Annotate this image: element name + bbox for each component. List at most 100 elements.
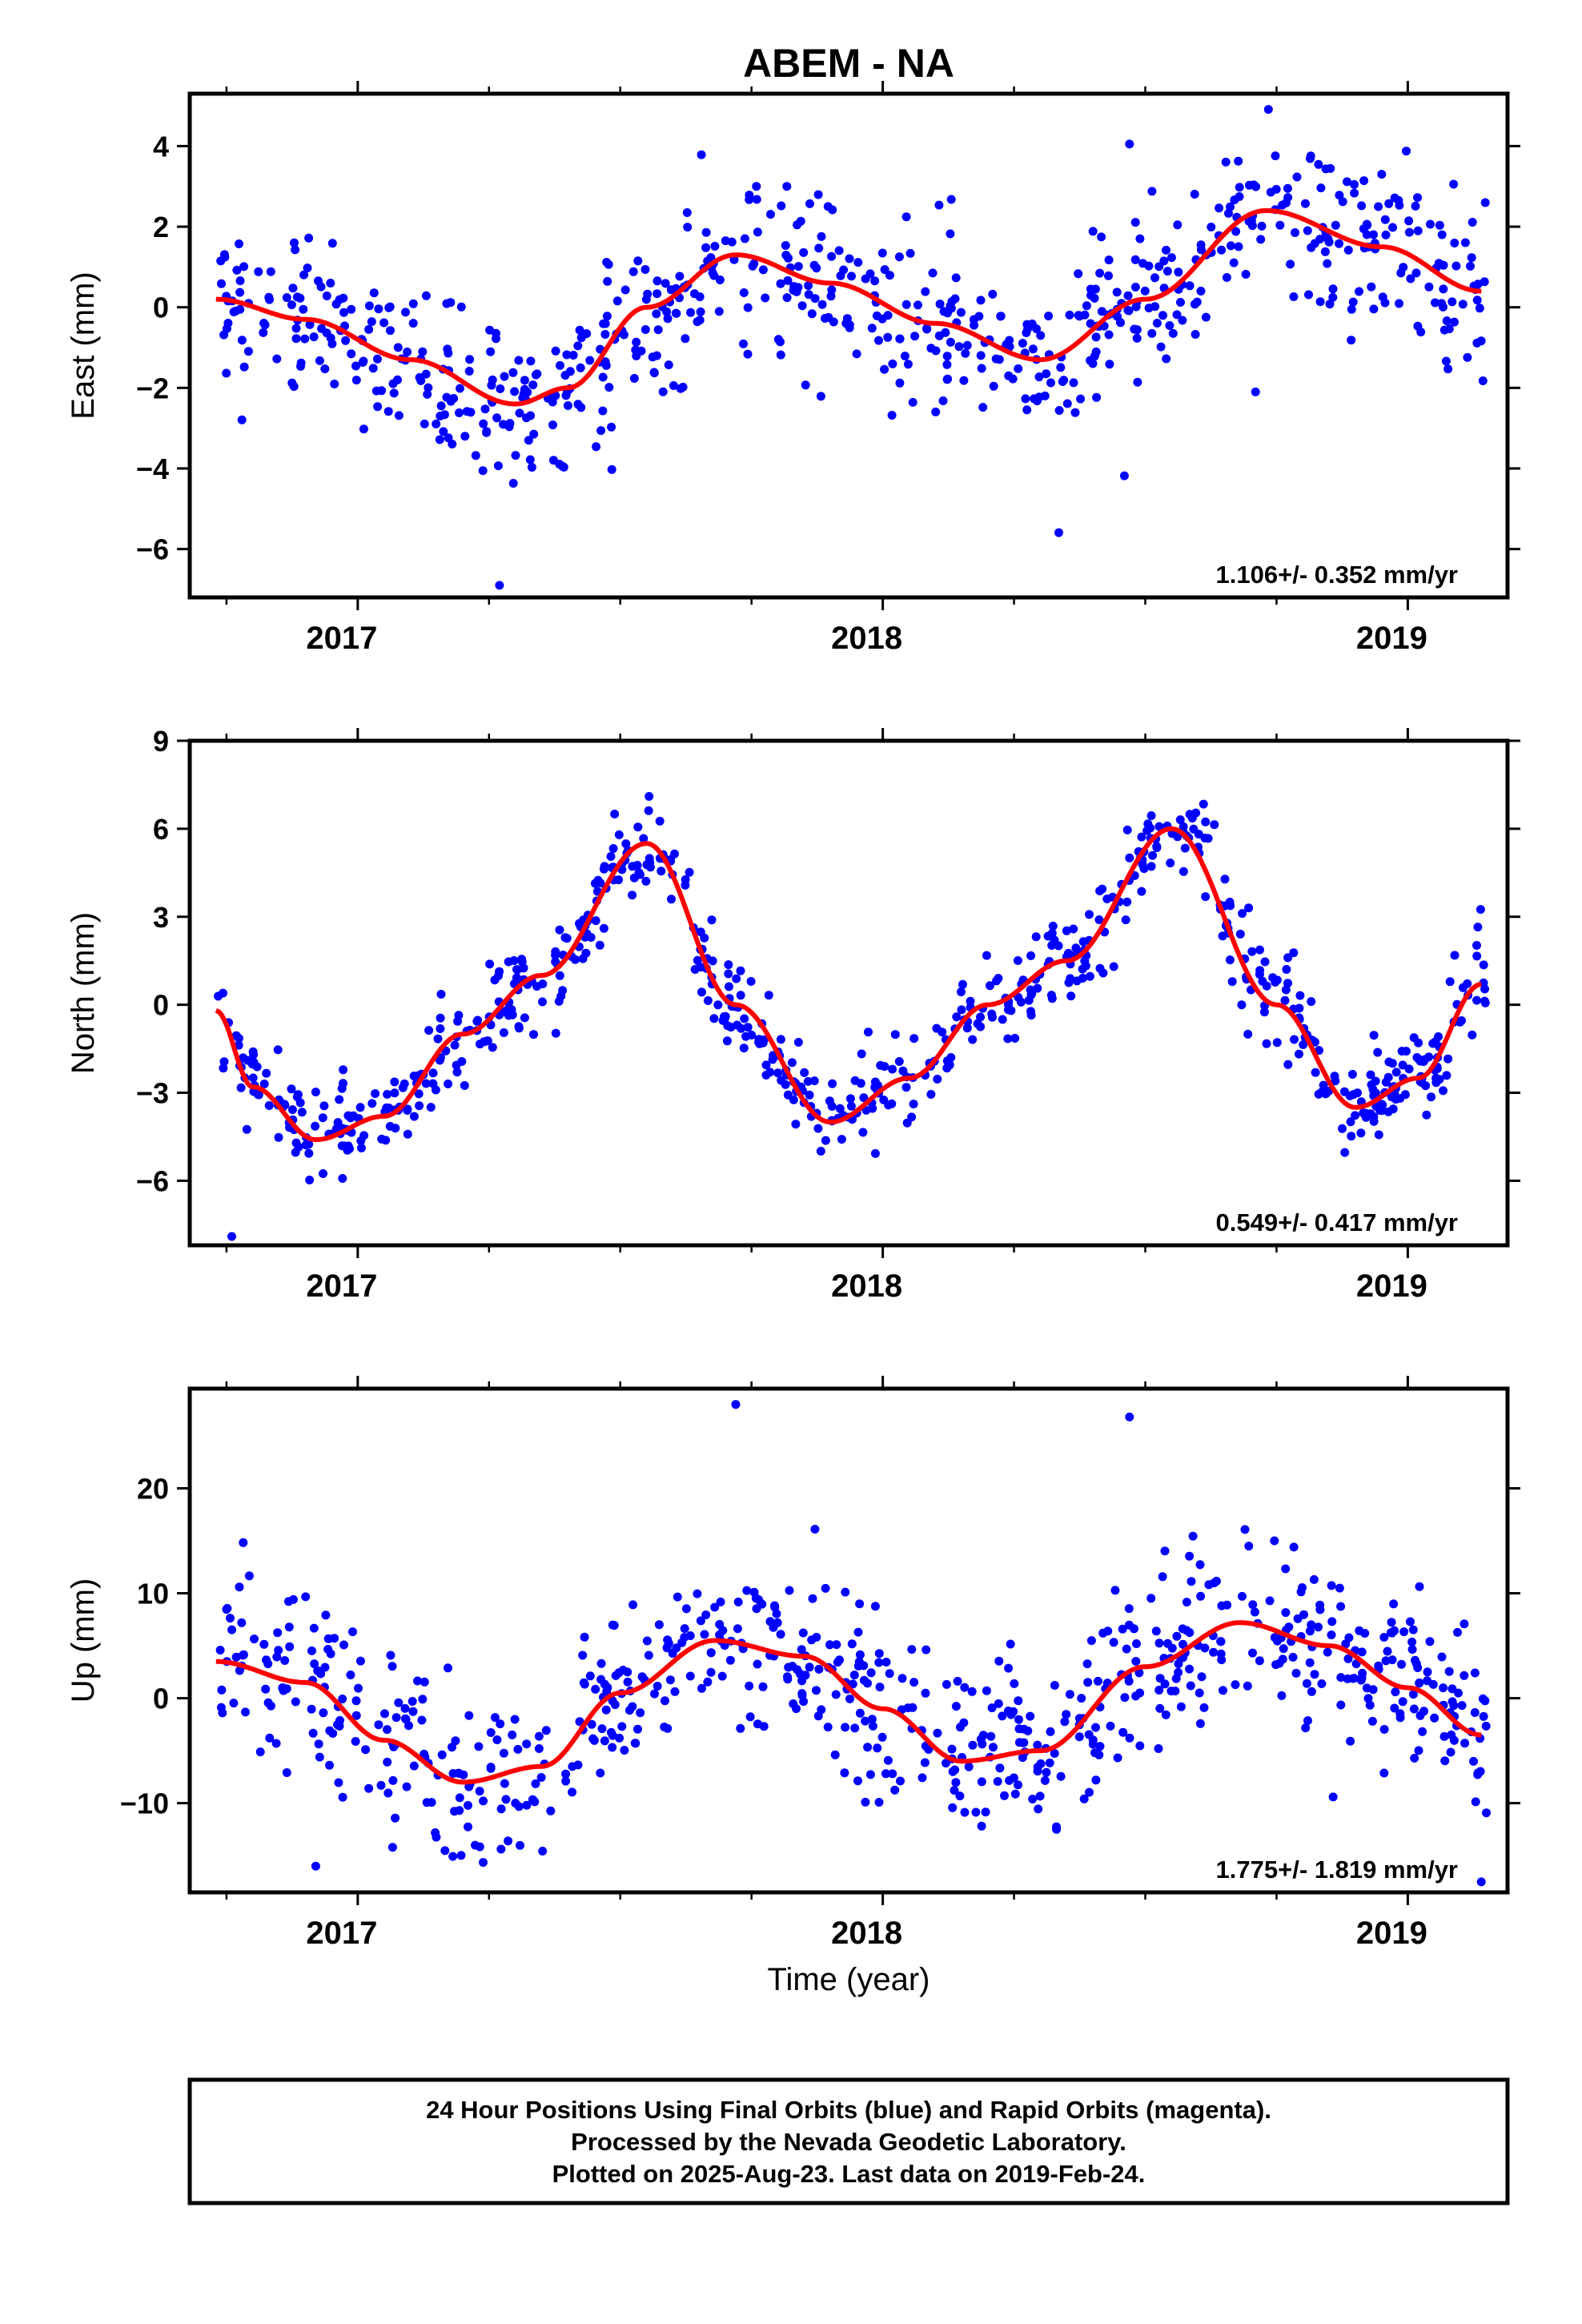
east-data-point [874, 336, 883, 345]
east-data-point [1380, 215, 1390, 224]
east-data-point [526, 356, 536, 366]
north-data-point [480, 1037, 489, 1047]
east-data-point [439, 427, 448, 436]
up-data-point [693, 1589, 702, 1598]
up-data-point [868, 1721, 877, 1731]
east-data-point [1251, 387, 1260, 396]
up-data-point [1476, 1877, 1486, 1887]
east-data-point [1374, 202, 1383, 211]
east-data-point [510, 387, 520, 396]
east-data-point [522, 413, 531, 423]
up-data-point [1323, 1647, 1332, 1657]
east-data-point [423, 389, 432, 399]
north-data-point [1283, 979, 1292, 988]
up-data-point [1335, 1583, 1344, 1593]
north-data-point [517, 955, 527, 964]
east-data-point [330, 380, 339, 388]
east-data-point [1251, 182, 1261, 191]
north-data-point [835, 1104, 845, 1113]
east-data-point [300, 334, 310, 344]
east-data-point [598, 372, 608, 382]
north-data-point [273, 1045, 283, 1055]
up-data-point [235, 1582, 244, 1592]
north-data-point [1314, 1089, 1323, 1099]
east-data-point [934, 200, 944, 210]
east-data-point [974, 312, 984, 321]
up-data-point [924, 1745, 934, 1754]
up-data-point [830, 1750, 840, 1759]
east-data-point [807, 309, 817, 319]
north-data-point [1062, 926, 1071, 935]
east-data-point [1355, 287, 1363, 296]
east-data-point [1125, 139, 1134, 149]
up-data-point [1004, 1663, 1014, 1673]
up-data-point [1356, 1675, 1366, 1685]
north-data-point [1004, 1005, 1013, 1015]
east-data-point [865, 269, 875, 279]
north-data-point [595, 940, 604, 950]
up-data-point [1154, 1744, 1163, 1753]
north-data-point [415, 1101, 424, 1111]
east-data-point [801, 380, 810, 390]
up-data-point [701, 1610, 711, 1619]
up-data-point [841, 1587, 850, 1597]
north-data-point [1166, 858, 1175, 868]
east-panel: −6 −4 −2 0 2 4 2017 2018 2019 East (mm) 1.106+/- 0… [66, 81, 1520, 656]
north-data-point [452, 1060, 461, 1070]
up-data-point [263, 1698, 273, 1707]
north-data-point [1397, 1047, 1407, 1056]
north-data-point [723, 1021, 733, 1031]
up-data-point [1327, 1581, 1336, 1590]
north-data-point [754, 1037, 764, 1047]
east-data-point [1286, 259, 1295, 269]
north-data-point [1311, 1068, 1320, 1077]
north-data-point [1137, 832, 1146, 842]
north-data-point [494, 971, 504, 980]
north-data-point [1371, 1076, 1380, 1086]
up-data-point [1281, 1564, 1291, 1574]
up-data-point [1346, 1736, 1355, 1746]
east-data-point [1431, 298, 1439, 308]
east-data-point [482, 427, 492, 436]
up-data-point [1410, 1753, 1419, 1763]
up-data-point [907, 1645, 917, 1655]
east-data-point [331, 300, 341, 309]
north-data-point [1442, 1071, 1452, 1080]
east-data-point [1271, 184, 1281, 194]
east-data-point [479, 419, 488, 428]
north-data-point [864, 1027, 873, 1037]
up-data-point [1336, 1700, 1346, 1710]
up-data-point [921, 1688, 930, 1698]
east-data-point [259, 328, 268, 337]
east-data-point [585, 356, 595, 365]
north-data-point [655, 816, 665, 826]
north-data-point [628, 891, 637, 900]
up-data-point [680, 1633, 689, 1642]
up-data-point [431, 1828, 440, 1837]
east-data-point [1215, 203, 1224, 213]
up-data-point [351, 1737, 360, 1746]
up-data-point [280, 1656, 290, 1665]
east-data-point [408, 299, 418, 308]
north-data-point [1271, 978, 1280, 987]
north-data-point [249, 1050, 259, 1059]
up-data-point [534, 1731, 544, 1741]
east-data-point [1449, 179, 1459, 189]
north-data-point [1201, 892, 1211, 902]
east-data-point [1283, 193, 1293, 203]
east-data-point [814, 243, 824, 253]
east-data-point [994, 355, 1004, 364]
up-data-point [617, 1722, 627, 1731]
east-y-tick-label: −6 [136, 533, 169, 566]
up-data-point [496, 1719, 505, 1729]
up-data-point [1033, 1740, 1042, 1750]
north-data-point [884, 1100, 893, 1110]
up-data-point [1460, 1739, 1470, 1748]
up-data-point [1379, 1725, 1389, 1734]
east-data-point [1172, 310, 1182, 320]
up-data-point [971, 1807, 981, 1817]
east-data-point [576, 333, 586, 343]
up-fit-curve [215, 1620, 1482, 1785]
north-data-point [998, 1015, 1007, 1024]
up-data-point [383, 1725, 391, 1735]
